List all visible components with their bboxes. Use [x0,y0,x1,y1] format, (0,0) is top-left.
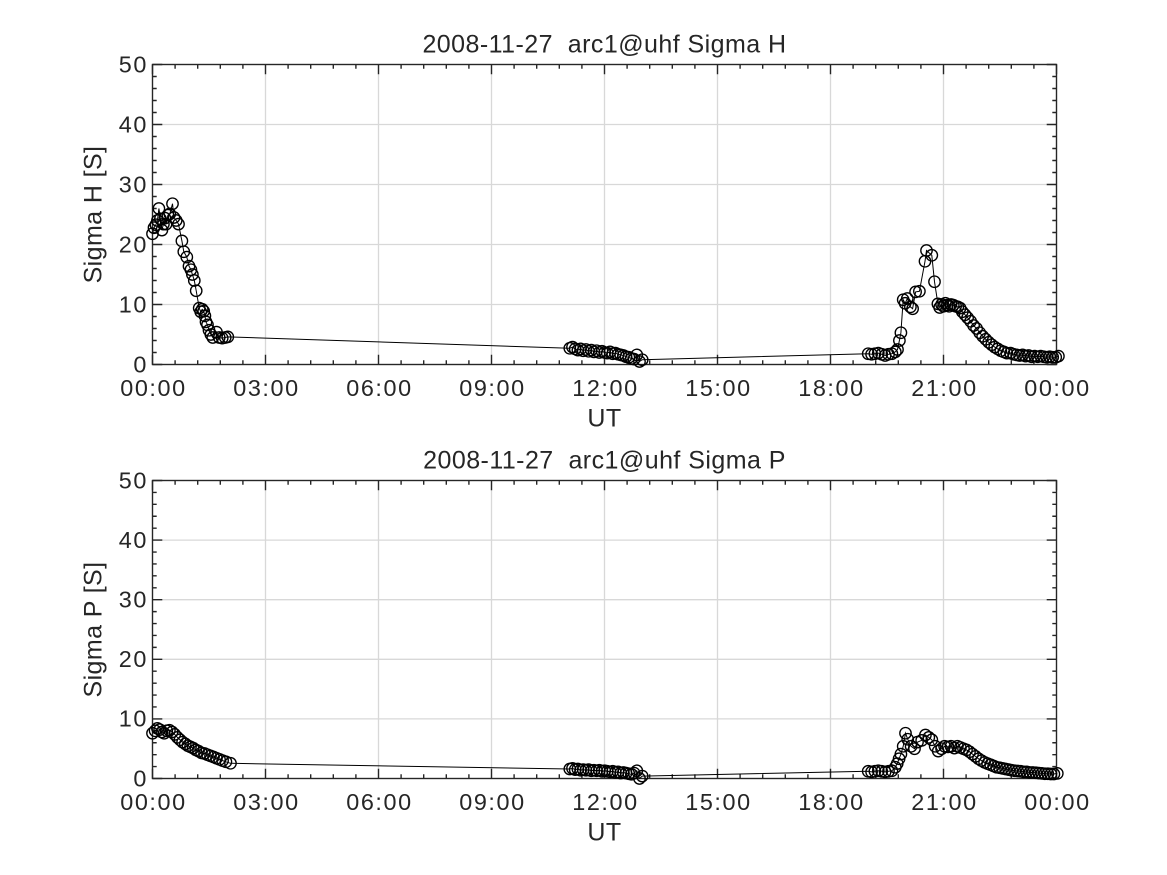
svg-text:21:00: 21:00 [911,375,978,401]
svg-text:06:00: 06:00 [346,789,413,815]
svg-text:18:00: 18:00 [798,375,865,401]
svg-text:40: 40 [119,111,148,137]
svg-text:30: 30 [119,587,148,613]
svg-text:2008-11-27 arc1@uhf Sigma H: 2008-11-27 arc1@uhf Sigma H [422,31,786,59]
svg-text:12:00: 12:00 [572,789,639,815]
svg-text:00:00: 00:00 [1024,375,1091,401]
svg-text:Sigma P [S]: Sigma P [S] [80,562,108,698]
svg-text:2008-11-27 arc1@uhf Sigma P: 2008-11-27 arc1@uhf Sigma P [423,447,786,475]
svg-text:UT: UT [587,819,621,847]
svg-text:15:00: 15:00 [685,789,752,815]
svg-text:0: 0 [133,765,148,791]
svg-text:UT: UT [587,404,621,432]
svg-text:09:00: 09:00 [459,789,526,815]
svg-text:12:00: 12:00 [572,375,639,401]
svg-text:50: 50 [119,51,148,77]
svg-text:03:00: 03:00 [233,375,300,401]
svg-text:10: 10 [119,291,148,317]
svg-text:20: 20 [119,231,148,257]
svg-text:30: 30 [119,171,148,197]
svg-text:00:00: 00:00 [120,789,187,815]
svg-text:21:00: 21:00 [911,789,978,815]
svg-text:0: 0 [133,351,148,377]
svg-text:18:00: 18:00 [798,789,865,815]
svg-text:50: 50 [119,467,148,493]
svg-text:09:00: 09:00 [459,375,526,401]
svg-text:20: 20 [119,646,148,672]
svg-text:00:00: 00:00 [120,375,187,401]
svg-text:Sigma H [S]: Sigma H [S] [80,146,108,284]
svg-text:10: 10 [119,706,148,732]
svg-text:15:00: 15:00 [685,375,752,401]
svg-text:40: 40 [119,527,148,553]
svg-text:00:00: 00:00 [1024,789,1091,815]
svg-text:03:00: 03:00 [233,789,300,815]
svg-text:06:00: 06:00 [346,375,413,401]
